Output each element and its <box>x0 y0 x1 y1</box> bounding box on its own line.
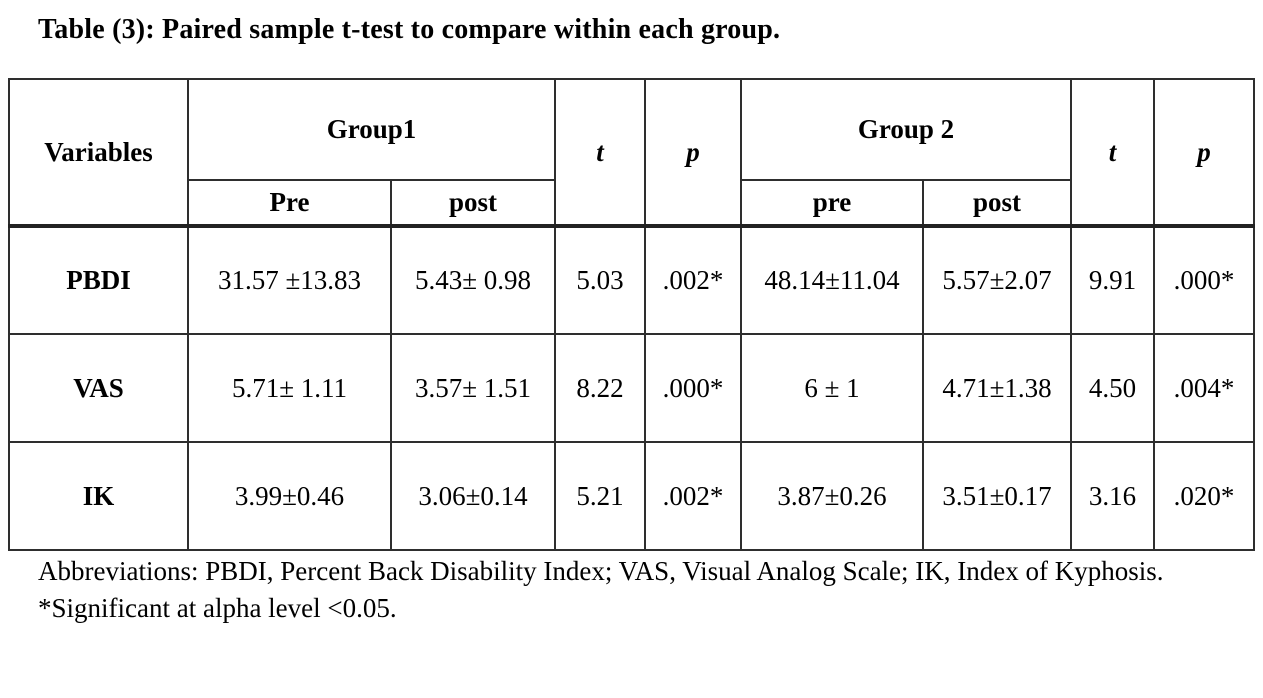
row-label: VAS <box>8 333 189 443</box>
header-group2-post: post <box>922 179 1072 227</box>
row-label: PBDI <box>8 224 189 335</box>
table-caption: Table (3): Paired sample t-test to compa… <box>38 14 781 45</box>
cell-t2: 3.16 <box>1070 441 1155 551</box>
cell-t1: 5.21 <box>554 441 646 551</box>
table-row-vas: VAS 5.71± 1.11 3.57± 1.51 8.22 .000* 6 ±… <box>8 333 1255 443</box>
cell-g1-post: 3.06±0.14 <box>390 441 556 551</box>
cell-p1: .000* <box>644 333 742 443</box>
header-variables: Variables <box>8 78 189 227</box>
cell-g1-pre: 3.99±0.46 <box>187 441 392 551</box>
cell-p1: .002* <box>644 224 742 335</box>
header-group2-pre: pre <box>740 179 924 227</box>
cell-p2: .004* <box>1153 333 1255 443</box>
cell-t1: 5.03 <box>554 224 646 335</box>
cell-g2-post: 3.51±0.17 <box>922 441 1072 551</box>
header-group1: Group1 <box>187 78 556 181</box>
header-group1-pre: Pre <box>187 179 392 227</box>
abbreviations-note: Abbreviations: PBDI, Percent Back Disabi… <box>38 556 1164 586</box>
paired-ttest-table: Variables Group1 t p Group 2 t p Pre pos… <box>8 78 1255 551</box>
table-row-pbdi: PBDI 31.57 ±13.83 5.43± 0.98 5.03 .002* … <box>8 224 1255 335</box>
cell-g1-pre: 31.57 ±13.83 <box>187 224 392 335</box>
header-p-group1: p <box>644 78 742 227</box>
header-t-group1: t <box>554 78 646 227</box>
cell-t1: 8.22 <box>554 333 646 443</box>
cell-g2-pre: 6 ± 1 <box>740 333 924 443</box>
table-header: Variables Group1 t p Group 2 t p Pre pos… <box>8 78 1255 227</box>
header-row-groups: Variables Group1 t p Group 2 t p <box>8 78 1255 227</box>
cell-t2: 4.50 <box>1070 333 1155 443</box>
header-p-group2: p <box>1153 78 1255 227</box>
cell-g2-post: 5.57±2.07 <box>922 224 1072 335</box>
significance-note: *Significant at alpha level <0.05. <box>38 593 397 623</box>
cell-p2: .020* <box>1153 441 1255 551</box>
header-group2: Group 2 <box>740 78 1072 181</box>
cell-t2: 9.91 <box>1070 224 1155 335</box>
header-row-prepost: Pre post pre post <box>9 179 1254 227</box>
cell-g2-pre: 48.14±11.04 <box>740 224 924 335</box>
cell-p2: .000* <box>1153 224 1255 335</box>
table-row-ik: IK 3.99±0.46 3.06±0.14 5.21 .002* 3.87±0… <box>8 441 1255 551</box>
cell-g1-post: 5.43± 0.98 <box>390 224 556 335</box>
cell-p1: .002* <box>644 441 742 551</box>
table-body: PBDI 31.57 ±13.83 5.43± 0.98 5.03 .002* … <box>8 224 1255 551</box>
cell-g1-post: 3.57± 1.51 <box>390 333 556 443</box>
cell-g2-pre: 3.87±0.26 <box>740 441 924 551</box>
cell-g2-post: 4.71±1.38 <box>922 333 1072 443</box>
header-group1-post: post <box>390 179 556 227</box>
row-label: IK <box>8 441 189 551</box>
header-t-group2: t <box>1070 78 1155 227</box>
cell-g1-pre: 5.71± 1.11 <box>187 333 392 443</box>
paper-page: Table (3): Paired sample t-test to compa… <box>0 13 1263 698</box>
